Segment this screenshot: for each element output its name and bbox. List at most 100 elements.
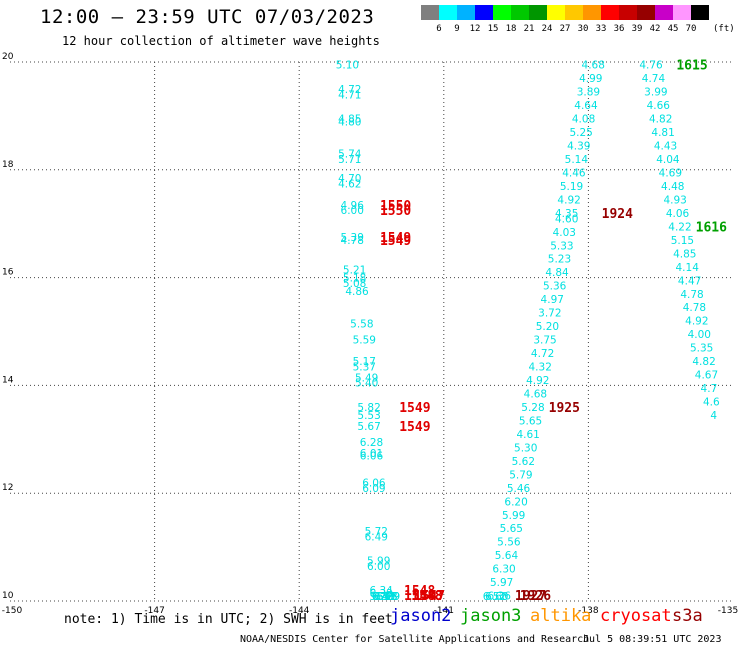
wave-height-value: 5.18 [343, 273, 366, 285]
wave-height-value: 5.99 [502, 510, 525, 522]
wave-height-value: 6.39 [372, 591, 395, 603]
time-label: 1547 [414, 589, 445, 604]
x-tick-label: -141 [434, 606, 454, 616]
wave-height-value: 5.72 [365, 526, 388, 538]
satellite-jason3-label: jason3 [460, 606, 522, 626]
legend-swatch [547, 5, 565, 20]
wave-height-value: 4.61 [516, 429, 539, 441]
legend-label: 42 [649, 24, 661, 34]
wave-height-value: 5.71 [338, 154, 361, 166]
legend-swatch [565, 5, 583, 20]
time-label: 1548 [411, 589, 442, 604]
y-tick-label: 18 [2, 160, 14, 170]
wave-height-value: 4.39 [567, 141, 590, 153]
wave-height-value: 4.68 [582, 60, 605, 72]
wave-height-value: 4.85 [673, 248, 696, 260]
wave-height-value: 4.84 [545, 267, 569, 279]
chart-title: 12:00 – 23:59 UTC 07/03/2023 [40, 6, 375, 28]
wave-height-value: 5.36 [543, 281, 567, 293]
wave-height-value: 7.18 [374, 591, 397, 603]
time-label: 1548 [404, 584, 435, 599]
time-label: 1616 [696, 220, 727, 235]
time-label: 1549 [399, 420, 430, 435]
wave-height-value: 4.82 [649, 114, 672, 126]
wave-height-value: 5.79 [509, 469, 532, 481]
wave-height-value: 4.72 [338, 84, 361, 96]
time-label: 1927 [515, 589, 546, 604]
chart-subtitle: 12 hour collection of altimeter wave hei… [62, 34, 380, 48]
legend-label: 9 [454, 24, 460, 34]
wave-height-value: 5.17 [353, 356, 376, 368]
wave-height-value: 4.35 [555, 208, 578, 220]
legend-swatch [511, 5, 529, 20]
wave-height-value: 4.78 [683, 302, 706, 314]
wave-height-value: 6.65 [374, 591, 397, 603]
wave-height-value: 4.81 [651, 127, 674, 139]
legend-swatch [655, 5, 673, 20]
wave-height-value: 5.37 [353, 362, 376, 374]
wave-height-value: 4.68 [524, 388, 547, 400]
x-tick-label: -144 [289, 606, 310, 616]
wave-height-value: 6.33 [369, 588, 392, 600]
legend-swatch [529, 5, 547, 20]
satellite-altika-label: altika [530, 606, 592, 626]
wave-height-value: 6.28 [360, 437, 383, 449]
wave-height-value: 4.62 [338, 178, 361, 190]
legend-label: 6 [436, 24, 442, 34]
time-label: 1549 [399, 401, 430, 416]
wave-height-value: 4.08 [572, 114, 595, 126]
footnote: note: 1) Time is in UTC; 2) SWH is in fe… [64, 612, 393, 627]
wave-height-value: 4.14 [676, 262, 700, 274]
wave-height-value: 5.40 [355, 378, 378, 390]
wave-height-value: 4.93 [663, 194, 686, 206]
wave-height-value: 6.09 [362, 483, 385, 495]
time-label: 1550 [380, 199, 411, 214]
wave-height-value: 6.09 [377, 591, 400, 603]
wave-height-value: 4.99 [579, 73, 602, 85]
wave-height-value: 5.59 [353, 335, 376, 347]
y-tick-label: 10 [2, 591, 14, 601]
wave-height-value: 4.92 [685, 316, 708, 328]
wave-height-value: 4.22 [668, 221, 691, 233]
wave-height-value: 4.82 [692, 356, 715, 368]
wave-height-value: 4.03 [553, 227, 576, 239]
legend-label: 21 [523, 24, 535, 34]
legend-swatch [439, 5, 457, 20]
wave-height-value: 4.78 [680, 289, 703, 301]
legend-label: 12 [469, 24, 481, 34]
wave-height-value: 4.43 [654, 141, 677, 153]
wave-height-value: 4.74 [642, 73, 666, 85]
wave-height-value: 5.20 [536, 321, 559, 333]
wave-height-value: 5.65 [500, 523, 523, 535]
wave-height-value: 3.99 [644, 87, 667, 99]
y-tick-label: 20 [2, 52, 14, 62]
wave-height-value: 4.00 [688, 329, 711, 341]
wave-height-value: 5.46 [507, 483, 531, 495]
wave-height-value: 5.62 [512, 456, 535, 468]
wave-height-value: 4.48 [661, 181, 684, 193]
wave-height-value: 4.46 [562, 167, 586, 179]
time-label: 1548 [404, 589, 435, 604]
time-label: 1550 [380, 204, 411, 219]
wave-height-value: 5.14 [565, 154, 589, 166]
wave-height-value: 4.92 [557, 194, 580, 206]
wave-height-value: 6.00 [341, 205, 364, 217]
legend-label: 36 [613, 24, 625, 34]
wave-height-value: 4.78 [341, 235, 364, 247]
credit-line: NOAA/NESDIS Center for Satellite Applica… [240, 634, 590, 645]
legend-label: 18 [505, 24, 517, 34]
wave-height-value: 5.08 [343, 278, 366, 290]
time-label: 1549 [380, 231, 411, 246]
legend-swatch [691, 5, 709, 20]
wave-height-value: 4.96 [341, 200, 365, 212]
wave-height-value: 4.04 [656, 154, 680, 166]
legend-label: 30 [577, 24, 589, 34]
wave-height-value: 5.72 [369, 591, 392, 603]
legend-label: 27 [559, 24, 571, 34]
wave-height-value: 5.30 [514, 442, 537, 454]
wave-height-value: 4.80 [338, 116, 361, 128]
wave-height-value: 4.92 [526, 375, 549, 387]
wave-height-value: 6.06 [360, 450, 384, 462]
wave-height-value: 6.09 [377, 591, 400, 603]
x-tick-label: -147 [144, 606, 164, 616]
